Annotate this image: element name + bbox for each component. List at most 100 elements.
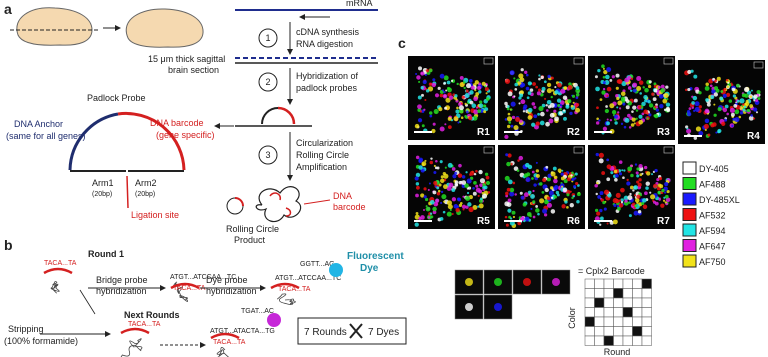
spot [435, 198, 440, 203]
dye-dot [329, 263, 343, 277]
grid-cell [594, 297, 605, 308]
spot [543, 80, 547, 84]
spot [653, 82, 657, 86]
spot [542, 208, 548, 214]
spot [535, 173, 540, 178]
spot [599, 191, 604, 196]
spot [518, 102, 521, 105]
spot [425, 89, 430, 93]
spot [641, 201, 645, 206]
corner-box [663, 57, 674, 65]
spot [439, 93, 444, 98]
spot [429, 111, 433, 115]
step-number: 2 [265, 77, 270, 87]
spot [475, 187, 481, 193]
spot [613, 169, 618, 174]
spot [477, 109, 482, 114]
spot [446, 80, 451, 85]
spot [531, 177, 534, 180]
round-label: R2 [567, 127, 580, 138]
spot [710, 94, 715, 99]
spot [540, 111, 545, 117]
spot [632, 105, 637, 110]
spot [507, 179, 513, 185]
spot [658, 176, 663, 181]
spot [478, 203, 484, 209]
panel-label: a [4, 1, 12, 17]
spot [532, 189, 535, 193]
spot [618, 107, 622, 110]
spot [425, 206, 431, 212]
anchor-label: (same for all genes) [6, 131, 86, 141]
spot [694, 106, 700, 112]
spot [563, 179, 568, 184]
spot [475, 184, 479, 188]
spot [605, 105, 608, 108]
spot [595, 152, 599, 157]
spot [444, 106, 447, 110]
spot [439, 73, 445, 79]
spot [548, 190, 554, 196]
spot [706, 102, 711, 107]
spot [414, 123, 420, 129]
spot [659, 184, 664, 189]
spot [547, 74, 551, 79]
spot [599, 98, 603, 102]
spot [475, 106, 479, 109]
grid-cell [641, 335, 652, 346]
spot [663, 191, 667, 194]
grid-cell [641, 278, 652, 289]
grid-cell [594, 316, 605, 327]
spot [525, 86, 530, 91]
spot [664, 194, 669, 199]
spot [545, 104, 548, 107]
spot [429, 114, 433, 118]
spot [688, 107, 692, 110]
spot [749, 104, 754, 108]
grid-cell [584, 307, 595, 318]
spot [651, 92, 655, 96]
microscopy-image: R5 [408, 145, 495, 229]
spot [736, 99, 740, 103]
spot [561, 185, 564, 188]
spot [524, 70, 528, 74]
spot [641, 101, 646, 107]
spot [638, 80, 644, 85]
spot [687, 87, 691, 92]
spot [614, 178, 618, 182]
spot [567, 99, 572, 104]
spot [465, 205, 469, 209]
spot [658, 197, 661, 200]
spot [742, 108, 746, 112]
grid-cell [613, 278, 624, 289]
spot [506, 116, 513, 122]
spot [484, 107, 489, 112]
spot [609, 79, 613, 82]
spot [518, 155, 524, 161]
spot [473, 109, 479, 115]
spot [473, 96, 478, 102]
tile [541, 269, 571, 295]
spot [433, 201, 439, 207]
microscopy-image: R4 [678, 60, 765, 144]
spot [575, 102, 580, 107]
spot [429, 160, 434, 165]
spot [505, 153, 509, 157]
spot [614, 121, 618, 125]
spot [415, 182, 420, 186]
spot [642, 204, 648, 210]
microscopy-image: R1 [408, 56, 495, 140]
spot [633, 122, 636, 125]
spot [519, 90, 524, 95]
spot [446, 185, 452, 191]
spot [433, 108, 439, 115]
spot [525, 73, 529, 77]
spot [505, 191, 509, 196]
spot [522, 202, 527, 207]
spot [604, 80, 610, 85]
spot [603, 189, 610, 195]
grid-cell [603, 297, 614, 308]
spot [654, 168, 658, 173]
spot [664, 201, 667, 204]
spot [467, 202, 472, 207]
